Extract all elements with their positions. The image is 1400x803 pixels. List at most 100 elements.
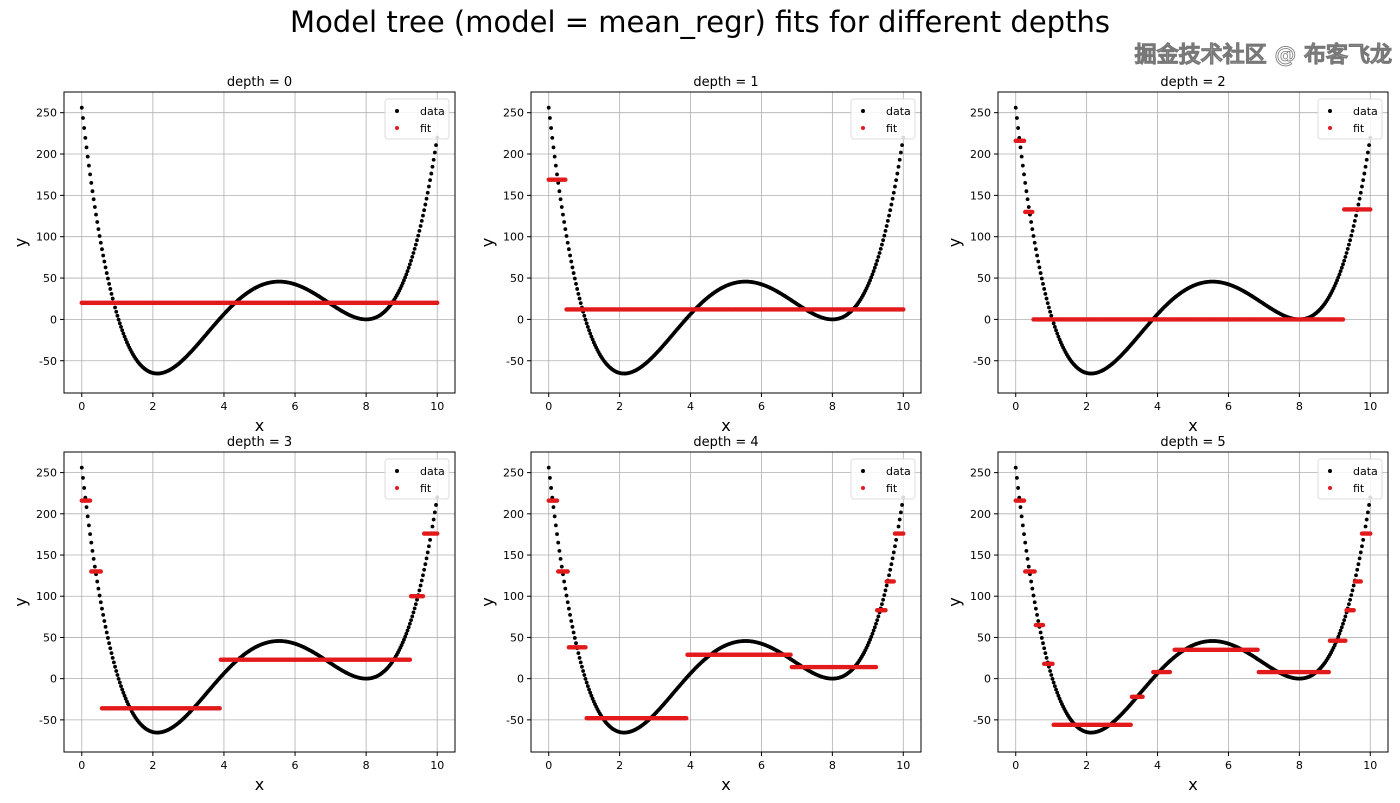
fit-point [1255,647,1260,653]
y-tick-label: 0 [984,313,991,326]
data-point [566,247,571,252]
data-point [1358,550,1363,555]
subplot-title: depth = 2 [1160,75,1225,90]
data-point [869,275,874,280]
data-point [572,276,577,281]
data-point [1355,567,1360,572]
data-point [82,126,87,130]
data-point [120,328,125,333]
data-point [410,254,415,259]
legend: data fit [1317,98,1383,140]
y-tick-label: -50 [39,714,57,727]
data-point [561,212,565,217]
data-point [1335,278,1339,283]
data-point [875,618,880,623]
data-point [1344,251,1349,255]
legend-label: fit [1353,122,1365,135]
data-point [417,588,422,593]
data-point [406,265,411,270]
data-point [1013,105,1018,110]
x-tick-label: 2 [616,759,623,772]
data-point [404,272,409,277]
data-point [587,687,591,692]
axes-frame [63,451,456,753]
x-axis-label: x [721,775,730,794]
data-point [405,628,410,633]
legend-marker-fit [861,126,865,130]
data-point [588,690,593,695]
x-tick-label: 6 [1225,400,1232,413]
axes-frame [997,91,1389,394]
data-point [1018,145,1023,150]
data-point [885,218,890,223]
data-point [895,171,900,176]
data-point [884,224,889,228]
data-point [103,265,108,270]
data-point [1029,579,1034,584]
data-point [100,247,104,252]
data-point [1348,238,1353,243]
data-point [1354,213,1358,218]
data-point [89,540,94,545]
data-point [585,324,590,329]
subplot-1: depth = 1 0 2 4 6 8 10 -50 0 50 100 150 200 250 x y data… [478,75,922,435]
data-point [574,281,578,286]
x-tick-label: 6 [1225,759,1232,772]
data-point [558,197,563,202]
data-point [1022,172,1026,177]
data-point [1015,476,1019,480]
data-point [578,660,583,665]
data-point [417,228,422,233]
data-point [102,259,107,264]
fit-point [407,657,413,662]
y-tick-label: 50 [977,272,991,285]
data-point [556,181,561,185]
y-tick-label: 100 [503,231,524,244]
subplot-4: depth = 4 0 2 4 6 8 10 -50 0 50 100 150 200 250 x y data… [478,435,922,794]
data-point [581,669,586,673]
x-tick-label: 6 [758,400,765,413]
subplot-3: depth = 3 0 2 4 6 8 10 -50 0 50 100 150 200 250 x y data… [11,435,456,794]
data-point [1024,189,1029,194]
data-point [413,602,418,607]
data-point [419,218,424,223]
data-point [1338,628,1343,633]
data-point [1367,143,1371,148]
data-point [868,278,872,283]
x-axis-label: x [721,416,730,435]
data-point [431,517,436,522]
data-point [1020,523,1025,528]
fit-point [788,652,793,657]
data-point [407,262,412,267]
data-point [1360,544,1364,549]
x-tick-label: 10 [1363,400,1377,413]
data-point [1024,548,1029,553]
data-point [415,597,419,602]
data-point [98,600,103,605]
data-point [421,213,425,218]
fit-point [217,706,222,711]
data-point [117,321,122,326]
data-point [402,278,406,283]
data-point [81,116,85,120]
data-point [583,676,588,681]
y-tick-label: 200 [503,148,524,161]
data-point [419,578,424,583]
data-point [113,305,117,310]
legend-box [1317,458,1383,500]
data-point [876,254,881,259]
data-point [101,253,106,258]
fit-point [1140,694,1145,699]
legend-label: data [886,465,911,478]
data-point [91,556,96,561]
data-point [1049,673,1054,677]
data-point [1347,602,1351,607]
subplot-title: depth = 5 [1160,435,1225,450]
data-point [889,202,894,207]
data-point [1035,613,1039,617]
data-point [434,143,438,148]
y-tick-label: 150 [36,189,57,202]
data-point [888,208,893,213]
y-tick-label: 200 [36,148,57,161]
